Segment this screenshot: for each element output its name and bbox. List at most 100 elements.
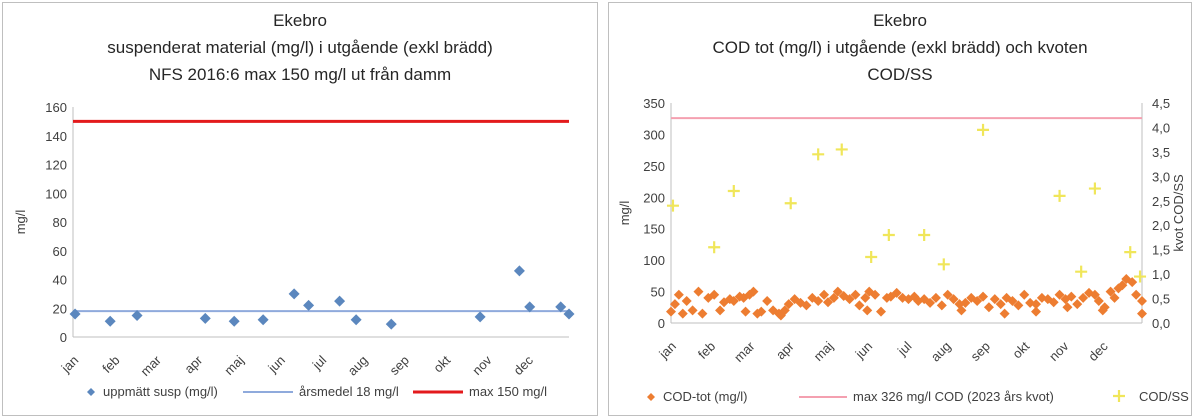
data-point [903, 294, 914, 305]
data-point [835, 143, 848, 156]
data-point [819, 289, 830, 300]
data-point [1042, 294, 1053, 305]
data-point [681, 296, 692, 306]
data-point [1117, 280, 1128, 291]
y-tick-label: 140 [45, 129, 67, 144]
x-tick-label: dec [511, 352, 537, 378]
data-point [983, 302, 994, 313]
x-tick-label: aug [928, 339, 954, 365]
data-point [1066, 291, 1077, 302]
data-point [1089, 289, 1100, 300]
data-point [677, 308, 688, 319]
data-point [860, 292, 871, 303]
y2-tick-label: 3,5 [1152, 145, 1170, 160]
data-point [1053, 189, 1066, 202]
data-point [784, 197, 797, 210]
y2-tick-label: 2,0 [1152, 218, 1170, 233]
data-point [795, 297, 806, 308]
x-tick-label: dec [1085, 338, 1111, 364]
data-point [1048, 297, 1059, 308]
data-point [913, 296, 924, 306]
y2-tick-label: 0,5 [1152, 292, 1170, 307]
data-point [69, 308, 81, 320]
data-point [999, 308, 1010, 319]
data-point [1131, 289, 1142, 300]
data-point [936, 300, 947, 311]
data-point [995, 299, 1006, 310]
data-point [775, 310, 786, 321]
y2-tick-label: 1,5 [1152, 243, 1170, 258]
data-point [882, 229, 895, 241]
data-point [1062, 302, 1073, 313]
x-tick-label: aug [345, 353, 371, 379]
y-tick-label: 160 [45, 100, 67, 115]
data-point [385, 318, 397, 330]
data-point [748, 286, 759, 297]
data-point [740, 306, 751, 317]
data-point [1007, 296, 1018, 306]
data-point [978, 291, 989, 302]
data-point [1105, 286, 1116, 297]
x-tick-label: feb [99, 353, 122, 376]
data-point [948, 294, 959, 305]
y2-tick-label: 2,5 [1152, 194, 1170, 209]
legend-marker [647, 393, 655, 401]
x-tick-label: nov [469, 352, 495, 378]
data-point [687, 305, 698, 316]
data-point [669, 299, 680, 310]
data-point [930, 292, 941, 303]
y-tick-label: 20 [53, 301, 67, 316]
data-point [812, 148, 825, 161]
data-point [1097, 305, 1108, 316]
x-tick-label: mar [731, 338, 758, 365]
chart-title-line-2: suspenderat material (mg/l) i utgående (… [107, 38, 493, 57]
y2-axis-label: kvot COD/SS [1171, 174, 1186, 252]
data-point [844, 294, 855, 305]
x-tick-label: maj [221, 352, 246, 377]
data-point [864, 286, 875, 297]
data-point [666, 306, 676, 317]
data-point [989, 294, 1000, 305]
data-point [862, 305, 873, 316]
data-point [891, 287, 902, 298]
y-tick-label: 80 [53, 215, 67, 230]
x-tick-label: nov [1046, 338, 1072, 364]
data-point [832, 286, 843, 297]
x-tick-label: jul [309, 352, 330, 373]
chart-title-line-3: NFS 2016:6 max 150 mg/l ut från damm [148, 65, 452, 84]
chart-title-line-2: COD tot (mg/l) i utgående (exkl brädd) o… [712, 38, 1088, 57]
data-point [1001, 292, 1012, 303]
data-point [1124, 246, 1137, 259]
data-point [1093, 296, 1104, 306]
data-point [1031, 299, 1042, 310]
data-point [870, 289, 881, 300]
chart-panel-suspended-material: Ekebro suspenderat material (mg/l) i utg… [2, 2, 598, 416]
x-tick-label: apr [773, 338, 797, 362]
data-point [1078, 292, 1089, 303]
data-point [555, 301, 567, 313]
x-tick-label: jun [264, 353, 288, 377]
data-point [789, 294, 800, 305]
legend-label: uppmätt susp (mg/l) [103, 384, 218, 399]
data-point [563, 308, 575, 320]
y-tick-label: 0 [658, 316, 665, 331]
legend-label: max 150 mg/l [469, 384, 547, 399]
data-point [727, 185, 740, 197]
data-point [1072, 299, 1083, 310]
data-point [865, 251, 878, 263]
y-tick-label: 100 [45, 186, 67, 201]
data-point [728, 296, 739, 306]
data-point [513, 265, 525, 277]
data-point [1054, 289, 1065, 300]
data-point [228, 315, 240, 327]
data-point [783, 299, 794, 310]
y-axis-label: mg/l [13, 210, 28, 235]
data-point [709, 289, 720, 300]
x-tick-label: sep [387, 353, 412, 378]
chart-panel-cod: Ekebro COD tot (mg/l) i utgående (exkl b… [608, 2, 1192, 416]
data-point [838, 290, 849, 301]
x-tick-label: jul [894, 338, 915, 359]
data-point [918, 229, 931, 241]
data-point [854, 300, 865, 311]
data-point [762, 296, 773, 306]
